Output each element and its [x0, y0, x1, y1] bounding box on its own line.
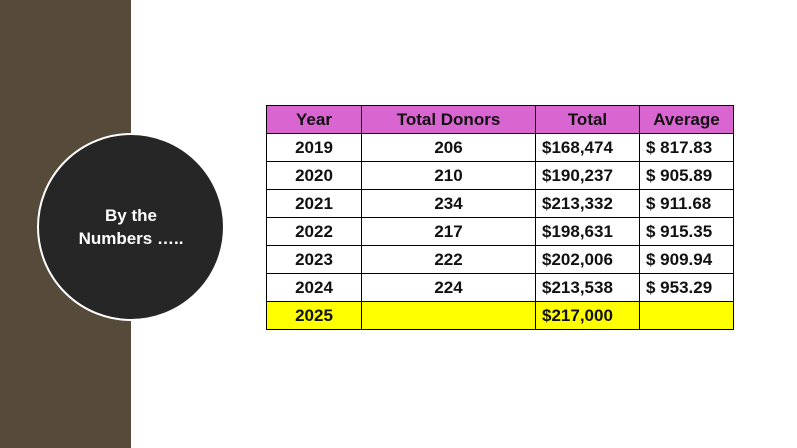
- table-row: 2023 222 $202,006 $ 909.94: [266, 245, 734, 274]
- cell-total: $213,332: [535, 189, 640, 218]
- title-line-2: Numbers …..: [78, 229, 184, 248]
- cell-year: 2022: [266, 217, 362, 246]
- cell-total: $202,006: [535, 245, 640, 274]
- cell-total: $217,000: [535, 301, 640, 330]
- cell-year: 2024: [266, 273, 362, 302]
- table-row: 2021 234 $213,332 $ 911.68: [266, 189, 734, 218]
- table-row: 2024 224 $213,538 $ 953.29: [266, 273, 734, 302]
- title-text: By the Numbers …..: [37, 133, 225, 321]
- cell-average: $ 909.94: [639, 245, 734, 274]
- cell-donors: 206: [361, 133, 536, 162]
- cell-total: $213,538: [535, 273, 640, 302]
- cell-average: [639, 301, 734, 330]
- cell-donors: 210: [361, 161, 536, 190]
- cell-average: $ 953.29: [639, 273, 734, 302]
- header-total-donors: Total Donors: [361, 105, 536, 134]
- cell-average: $ 911.68: [639, 189, 734, 218]
- donor-table: Year Total Donors Total Average 2019 206…: [266, 105, 734, 330]
- table-row: 2019 206 $168,474 $ 817.83: [266, 133, 734, 162]
- cell-average: $ 915.35: [639, 217, 734, 246]
- title-circle: [37, 133, 225, 321]
- cell-total: $198,631: [535, 217, 640, 246]
- cell-donors: 217: [361, 217, 536, 246]
- cell-donors: 224: [361, 273, 536, 302]
- cell-donors: 222: [361, 245, 536, 274]
- header-average: Average: [639, 105, 734, 134]
- table-row-highlight: 2025 $217,000: [266, 301, 734, 330]
- cell-year: 2025: [266, 301, 362, 330]
- cell-donors: 234: [361, 189, 536, 218]
- header-year: Year: [266, 105, 362, 134]
- header-total: Total: [535, 105, 640, 134]
- cell-year: 2023: [266, 245, 362, 274]
- title-line-1: By the: [105, 206, 157, 225]
- table-row: 2020 210 $190,237 $ 905.89: [266, 161, 734, 190]
- table-row: 2022 217 $198,631 $ 915.35: [266, 217, 734, 246]
- header-row: Year Total Donors Total Average: [266, 105, 734, 134]
- cell-donors: [361, 301, 536, 330]
- cell-year: 2019: [266, 133, 362, 162]
- cell-average: $ 905.89: [639, 161, 734, 190]
- cell-average: $ 817.83: [639, 133, 734, 162]
- cell-total: $168,474: [535, 133, 640, 162]
- cell-total: $190,237: [535, 161, 640, 190]
- cell-year: 2020: [266, 161, 362, 190]
- cell-year: 2021: [266, 189, 362, 218]
